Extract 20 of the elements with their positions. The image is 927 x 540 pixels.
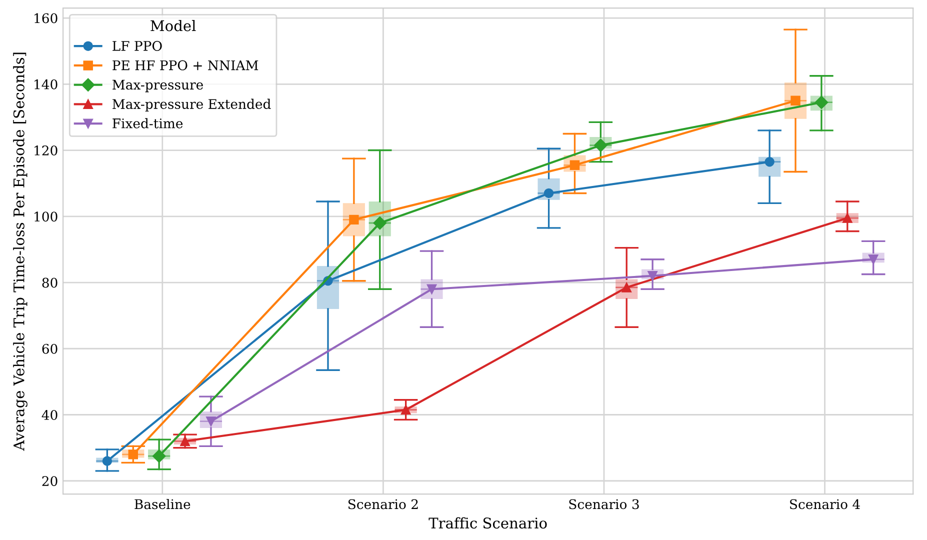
y-tick-label: 120 [34,145,58,156]
x-axis-title: Traffic Scenario [428,517,547,529]
y-tick-label: 160 [34,13,58,24]
x-tick-label: Baseline [134,498,190,510]
y-tick-label: 100 [34,212,58,222]
legend-label: LF PPO [112,40,162,51]
legend-label: Max-pressure [112,80,203,92]
legend-label: Fixed-time [112,118,183,128]
y-tick-label: 60 [42,344,58,354]
y-tick-label: 20 [42,476,58,486]
x-tick-label: Scenario 3 [569,499,639,510]
y-axis-title: Average Vehicle Trip Time-loss Per Episode [Seconds] [13,52,28,451]
legend-title: Model [150,20,196,32]
y-tick-label: 40 [42,410,58,420]
x-tick-label: Scenario 2 [348,499,418,510]
x-tick-label: Scenario 4 [790,499,860,510]
y-tick-label: 80 [42,278,58,288]
legend-label: PE HF PPO + NNIAM [112,60,258,70]
y-tick-label: 140 [34,79,58,90]
legend-label: Max-pressure Extended [112,98,271,112]
